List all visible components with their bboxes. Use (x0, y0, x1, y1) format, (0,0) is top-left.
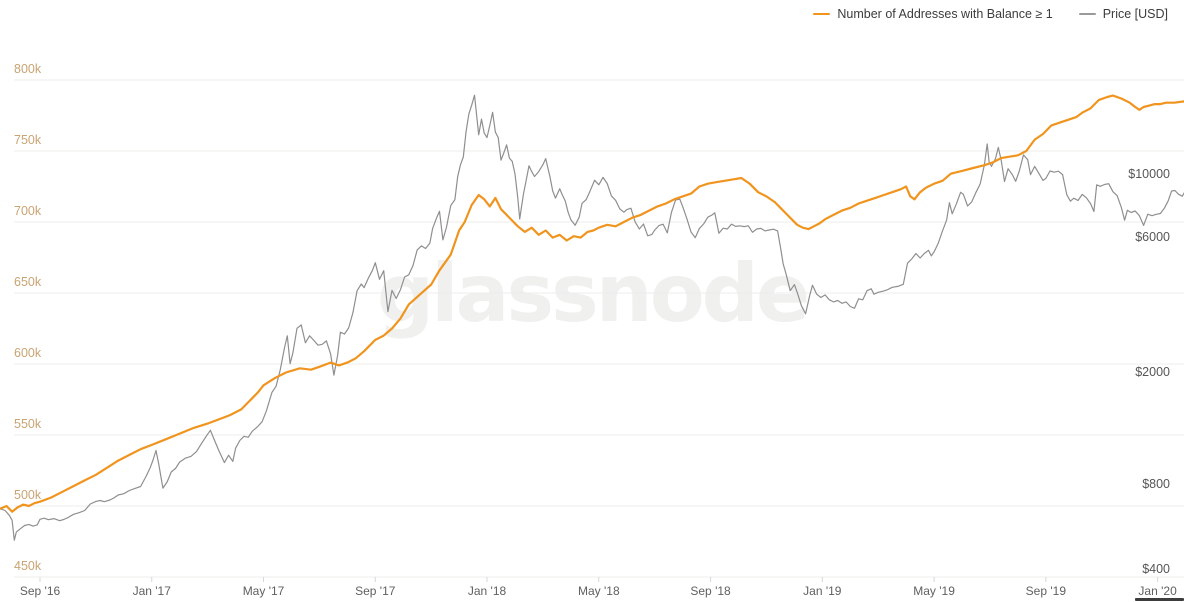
right-axis-label: $10000 (1128, 167, 1170, 182)
chart-legend: Number of Addresses with Balance ≥ 1 Pri… (813, 7, 1168, 21)
right-axis-label: $400 (1142, 562, 1170, 576)
left-axis-label: 800k (14, 62, 42, 76)
x-axis-label: Sep '17 (355, 584, 396, 598)
addresses-line[interactable] (0, 94, 1184, 513)
legend-label-price: Price [USD] (1102, 7, 1168, 21)
legend-item-addresses[interactable]: Number of Addresses with Balance ≥ 1 (813, 7, 1053, 21)
gridlines (14, 79, 1184, 578)
x-axis-label: May '18 (577, 584, 620, 598)
x-axis-label: Jan '20 (1138, 584, 1177, 598)
x-axis-label: May '17 (242, 584, 285, 598)
x-axis-label: Jan '19 (803, 584, 842, 598)
x-axis-label: Sep '16 (19, 584, 61, 598)
left-axis-label: 450k (14, 559, 42, 573)
left-axis-label: 550k (14, 417, 42, 431)
x-axis-label: May '19 (913, 584, 955, 598)
legend-label-addresses: Number of Addresses with Balance ≥ 1 (837, 7, 1053, 21)
x-axis-label: Sep '19 (1025, 584, 1066, 598)
left-axis-label: 750k (14, 133, 42, 147)
left-axis-label: 600k (14, 346, 42, 360)
right-axis-label: $800 (1142, 476, 1170, 491)
left-axis-label: 500k (14, 488, 42, 502)
legend-item-price[interactable]: Price [USD] (1078, 7, 1168, 21)
left-axis-label: 650k (14, 275, 42, 289)
x-axis-label: Jan '18 (467, 584, 507, 598)
right-axis-label: $6000 (1135, 229, 1170, 244)
x-axis-label: Jan '17 (132, 584, 171, 598)
left-axis-label: 700k (14, 204, 42, 218)
right-axis-label: $2000 (1135, 364, 1170, 379)
x-axis-label: Sep '18 (690, 584, 731, 598)
price-line-swatch-icon (1078, 13, 1096, 15)
price-line[interactable] (0, 94, 1184, 541)
x-axis-ticks (39, 577, 1159, 582)
addresses-line-swatch-icon (813, 13, 831, 15)
time-range-scrollbar[interactable] (1135, 598, 1184, 601)
